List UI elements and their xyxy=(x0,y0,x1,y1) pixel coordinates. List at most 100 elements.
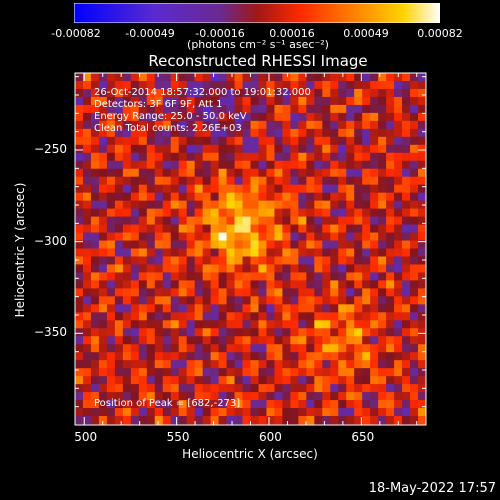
heatmap-cell xyxy=(282,264,291,273)
heatmap-cell xyxy=(82,400,92,409)
heatmap-cell xyxy=(322,304,331,313)
heatmap-cell xyxy=(98,392,108,401)
heatmap-cell xyxy=(186,136,196,146)
heatmap-cell xyxy=(362,136,371,146)
heatmap-cell xyxy=(330,208,339,217)
heatmap-cell xyxy=(394,184,403,194)
heatmap-cell xyxy=(298,208,307,217)
heatmap-cell xyxy=(394,104,403,114)
heatmap-cell xyxy=(298,232,307,241)
heatmap-cell xyxy=(338,104,347,114)
heatmap-cell xyxy=(75,224,84,233)
heatmap-cell xyxy=(418,208,427,217)
heatmap-cell xyxy=(306,104,315,114)
heatmap-cell xyxy=(138,160,148,170)
heatmap-cell xyxy=(378,224,387,233)
heatmap-cell xyxy=(298,176,307,186)
heatmap-cell xyxy=(314,176,323,186)
heatmap-cell xyxy=(402,368,411,377)
heatmap-cell xyxy=(410,248,419,257)
heatmap-cell xyxy=(130,368,140,377)
heatmap-cell xyxy=(290,104,299,114)
heatmap-cell xyxy=(178,80,188,90)
heatmap-cell xyxy=(242,416,251,425)
heatmap-cell xyxy=(178,160,188,170)
heatmap-cell xyxy=(106,328,116,337)
heatmap-cell xyxy=(75,96,84,106)
heatmap-cell xyxy=(234,152,243,162)
heatmap-cell xyxy=(162,368,172,377)
heatmap-cell xyxy=(354,144,363,154)
heatmap-cell xyxy=(306,232,315,241)
heatmap-cell xyxy=(170,248,180,257)
heatmap-cell xyxy=(266,304,275,313)
heatmap-cell xyxy=(194,144,204,154)
heatmap-cell xyxy=(202,224,212,233)
heatmap-cell xyxy=(362,216,371,225)
heatmap-cell xyxy=(250,168,259,178)
heatmap-cell xyxy=(162,248,172,257)
heatmap-cell xyxy=(242,136,251,146)
heatmap-cell xyxy=(186,192,196,202)
heatmap-cell xyxy=(314,168,323,178)
heatmap-cell xyxy=(98,296,108,305)
heatmap-cell xyxy=(210,96,219,106)
heatmap-cell xyxy=(218,296,227,305)
heatmap-cell xyxy=(75,248,84,257)
heatmap-cell xyxy=(122,320,132,329)
heatmap-cell xyxy=(410,200,419,210)
heatmap-cell xyxy=(146,176,156,186)
heatmap-cell xyxy=(258,264,267,273)
heatmap-cell xyxy=(234,160,243,170)
heatmap-cell xyxy=(330,224,339,233)
heatmap-cell xyxy=(138,280,148,289)
heatmap-cell xyxy=(114,224,124,233)
heatmap-cell xyxy=(170,240,180,249)
heatmap-cell xyxy=(290,160,299,170)
heatmap-cell xyxy=(258,120,267,130)
heatmap-cell xyxy=(146,304,156,313)
heatmap-cell xyxy=(90,336,100,345)
heatmap-cell xyxy=(378,352,387,361)
heatmap-cell xyxy=(410,168,419,178)
heatmap-cell xyxy=(418,272,427,281)
heatmap-cell xyxy=(75,408,84,417)
heatmap-cell xyxy=(202,240,212,249)
heatmap-cell xyxy=(354,88,363,98)
heatmap-cell xyxy=(322,136,331,146)
heatmap-cell xyxy=(114,280,124,289)
heatmap-cell xyxy=(274,264,283,273)
heatmap-cell xyxy=(114,304,124,313)
heatmap-cell xyxy=(306,264,315,273)
heatmap-cell xyxy=(274,88,283,98)
heatmap-cell xyxy=(226,136,235,146)
heatmap-cell xyxy=(418,328,427,337)
heatmap-cell xyxy=(98,224,108,233)
heatmap-cell xyxy=(258,176,267,186)
heatmap-cell xyxy=(418,392,427,401)
heatmap-cell xyxy=(194,104,204,114)
heatmap-cell xyxy=(178,200,188,210)
heatmap-cell xyxy=(202,328,212,337)
heatmap-cell xyxy=(346,344,355,353)
heatmap-cell xyxy=(282,368,291,377)
heatmap-cell xyxy=(322,400,331,409)
heatmap-cell xyxy=(114,376,124,385)
heatmap-cell xyxy=(130,224,140,233)
heatmap-cell xyxy=(106,184,116,194)
heatmap-cell xyxy=(282,336,291,345)
heatmap-cell xyxy=(258,112,267,122)
heatmap-cell xyxy=(106,112,116,122)
heatmap-cell xyxy=(130,360,140,369)
heatmap-cell xyxy=(194,280,204,289)
heatmap-cell xyxy=(210,352,219,361)
heatmap-cell xyxy=(90,224,100,233)
heatmap-cell xyxy=(170,208,180,217)
heatmap-cell xyxy=(210,248,219,257)
heatmap-cell xyxy=(362,168,371,178)
heatmap-cell xyxy=(146,320,156,329)
heatmap-cell xyxy=(98,128,108,138)
heatmap-cell xyxy=(242,112,251,122)
heatmap-cell xyxy=(75,152,84,162)
heatmap-cell xyxy=(266,352,275,361)
